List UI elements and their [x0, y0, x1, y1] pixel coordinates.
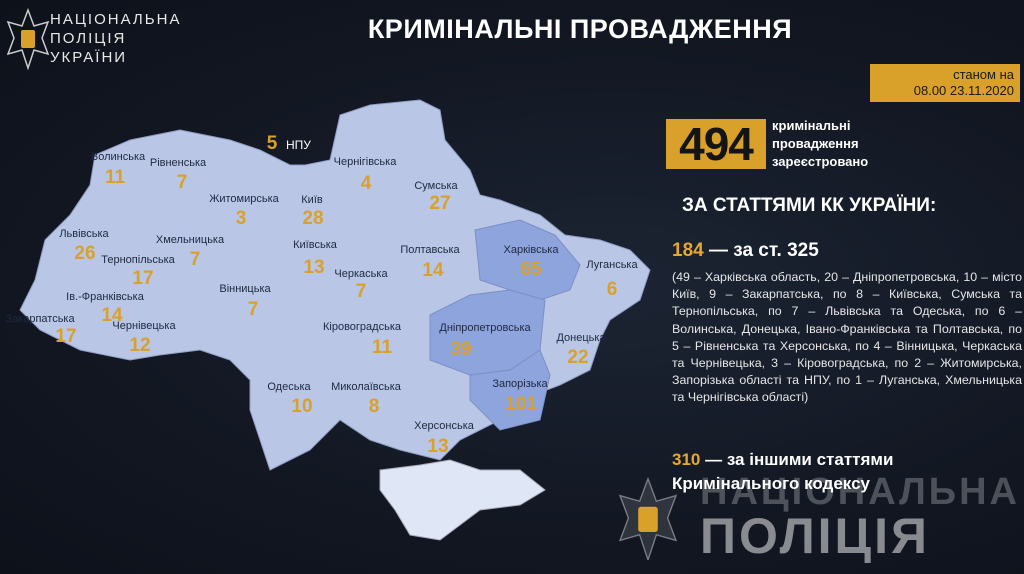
watermark-line: ПОЛІЦІЯ	[700, 508, 930, 564]
date-value: 08.00 23.11.2020	[913, 83, 1014, 98]
other-label-2: Кримінального кодексу	[672, 474, 870, 493]
watermark-line: НАЦІОНАЛЬНА	[700, 471, 1020, 513]
other-articles: 310 — за іншими статтями Кримінального к…	[672, 448, 893, 496]
region-value: 13	[303, 257, 325, 278]
region-value: 11	[104, 167, 126, 188]
region-label: Чернігівська	[333, 156, 397, 168]
region-value: 3	[235, 208, 247, 229]
region-value: 7	[176, 172, 188, 193]
section-subtitle: ЗА СТАТТЯМИ КК УКРАЇНИ:	[682, 195, 937, 216]
region-label: Дніпропетровська	[439, 322, 531, 334]
total-count: 494	[666, 119, 766, 169]
region-value: 14	[422, 260, 444, 281]
art325-heading: 184 — за ст. 325	[672, 240, 819, 262]
art325-count: 184	[672, 240, 704, 261]
org-line: НАЦІОНАЛЬНА	[50, 11, 182, 28]
watermark-star-icon	[618, 476, 678, 560]
police-star-logo	[6, 8, 50, 71]
region-value: 28	[302, 208, 324, 229]
org-line: УКРАЇНИ	[50, 49, 128, 66]
region-value: 17	[55, 326, 77, 347]
org-line: ПОЛІЦІЯ	[50, 30, 127, 47]
region-label: Чернівецька	[112, 320, 176, 332]
region-label: Херсонська	[414, 420, 474, 432]
region-label: Черкаська	[334, 268, 388, 280]
region-label: Київ	[301, 194, 323, 206]
region-value: 17	[132, 268, 154, 289]
region-value: 4	[360, 173, 372, 194]
art325-label: — за ст. 325	[708, 240, 819, 261]
region-value: 10	[291, 396, 313, 417]
total-label-line: провадження	[772, 136, 859, 151]
region-value: 11	[371, 337, 393, 358]
art325-details: (49 – Харківська область, 20 – Дніпропет…	[672, 270, 1022, 405]
total-label: кримінальні провадження зареєстровано	[772, 117, 868, 171]
region-label: Тернопільська	[101, 254, 175, 266]
region-value: 27	[429, 193, 451, 214]
region-label: Ів.-Франківська	[66, 291, 144, 303]
region-label: Львівська	[59, 228, 109, 240]
region-label: Рівненська	[149, 157, 207, 169]
region-label: Полтавська	[400, 244, 460, 256]
region-value: 26	[74, 243, 96, 264]
date-line: станом на	[953, 67, 1014, 82]
region-label: Донецька	[556, 332, 606, 344]
other-count: 310	[672, 450, 701, 469]
region-zaporizhzhia	[469, 349, 551, 431]
region-label: Волинська	[90, 151, 146, 163]
region-label: Миколаївська	[331, 381, 401, 393]
total-label-line: зареєстровано	[772, 154, 869, 169]
region-label: Вінницька	[219, 283, 271, 295]
total-label-line: кримінальні	[772, 118, 851, 133]
region-value: 13	[427, 436, 449, 457]
region-value: 7	[189, 249, 201, 270]
region-crimea	[379, 459, 546, 541]
region-value: 22	[567, 347, 589, 368]
region-value: 7	[355, 281, 367, 302]
region-value: 101	[505, 394, 537, 415]
region-kharkiv	[474, 219, 581, 301]
npu-value: 5	[266, 133, 278, 154]
watermark: НАЦІОНАЛЬНА ПОЛІЦІЯ	[700, 470, 1020, 564]
region-value: 14	[101, 305, 123, 326]
date-badge: станом на 08.00 23.11.2020	[870, 64, 1020, 102]
region-label: Сумська	[414, 180, 458, 192]
region-label: Запорізька	[492, 378, 548, 390]
region-label: Кіровоградська	[323, 321, 401, 333]
npu-label: НПУ	[286, 138, 311, 152]
region-value: 39	[450, 339, 472, 360]
region-label: Київська	[293, 239, 337, 251]
region-label: Одеська	[267, 381, 311, 393]
region-label: Закарпатська	[5, 313, 75, 325]
org-name: НАЦІОНАЛЬНА ПОЛІЦІЯ УКРАЇНИ	[50, 10, 181, 67]
region-value: 65	[520, 259, 542, 280]
region-value: 8	[368, 396, 380, 417]
region-value: 6	[606, 279, 618, 300]
region-value: 12	[129, 335, 151, 356]
region-label: Хмельницька	[155, 234, 225, 246]
ukraine-map	[19, 99, 651, 541]
region-value: 7	[247, 299, 259, 320]
page-title: КРИМІНАЛЬНІ ПРОВАДЖЕННЯ	[367, 14, 793, 44]
region-label: Луганська	[586, 259, 638, 271]
region-label: Харківська	[503, 244, 559, 256]
other-label: — за іншими статтями	[705, 450, 894, 469]
region-label: Житомирська	[209, 193, 279, 205]
